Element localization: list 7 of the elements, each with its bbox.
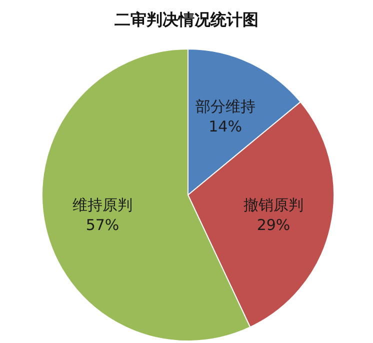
slice-label: 部分维持 bbox=[195, 98, 256, 116]
slice-label: 维持原判 bbox=[72, 196, 133, 214]
data-label: 14% bbox=[208, 118, 242, 136]
data-label: 57% bbox=[86, 216, 120, 234]
data-label: 29% bbox=[256, 216, 290, 234]
chart-title: 二审判决情况统计图 bbox=[114, 9, 260, 31]
slice-label: 撤销原判 bbox=[243, 196, 304, 214]
